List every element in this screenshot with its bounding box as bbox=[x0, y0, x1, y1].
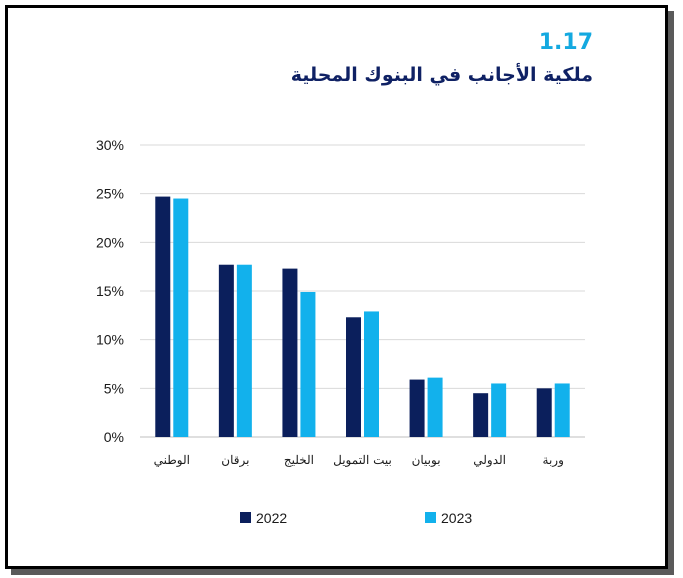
bar-2022-6 bbox=[473, 393, 489, 437]
bar-2023-2 bbox=[236, 264, 252, 437]
category-label: بيت التمويل bbox=[333, 453, 392, 467]
bar-2023-3 bbox=[300, 291, 316, 437]
category-label: بوبيان bbox=[412, 453, 441, 467]
figure-frame bbox=[5, 5, 668, 569]
category-label: الخليج bbox=[284, 453, 314, 467]
legend-swatch-2023 bbox=[425, 512, 436, 523]
bar-2023-5 bbox=[427, 377, 443, 437]
y-tick-label: 0% bbox=[104, 429, 124, 445]
bar-2022-2 bbox=[218, 264, 234, 437]
y-tick-label: 15% bbox=[96, 283, 124, 299]
bar-2022-5 bbox=[409, 379, 425, 437]
bar-2023-7 bbox=[554, 383, 570, 437]
category-label: الدولي bbox=[473, 453, 506, 467]
category-label: الوطني bbox=[154, 453, 190, 467]
bar-2023-4 bbox=[364, 311, 379, 437]
y-tick-label: 25% bbox=[96, 186, 124, 202]
legend-label-2022: 2022 bbox=[256, 510, 287, 526]
figure-number: 1.17 bbox=[538, 30, 593, 55]
y-tick-label: 10% bbox=[96, 332, 124, 348]
legend-label-2023: 2023 bbox=[441, 510, 472, 526]
bar-2022-7 bbox=[536, 388, 552, 437]
y-tick-label: 5% bbox=[104, 380, 124, 396]
legend-swatch-2022 bbox=[240, 512, 251, 523]
bar-2022-1 bbox=[155, 196, 171, 437]
bar-2023-1 bbox=[173, 198, 189, 437]
category-label: برقان bbox=[221, 453, 249, 467]
category-label: وربة bbox=[543, 453, 564, 467]
y-tick-label: 20% bbox=[96, 234, 124, 250]
bar-2023-6 bbox=[491, 383, 507, 437]
bar-2022-4 bbox=[346, 317, 361, 437]
bar-2022-3 bbox=[282, 268, 298, 437]
y-tick-label: 30% bbox=[96, 137, 124, 153]
chart-title: ملكية الأجانب في البنوك المحلية bbox=[290, 64, 593, 86]
